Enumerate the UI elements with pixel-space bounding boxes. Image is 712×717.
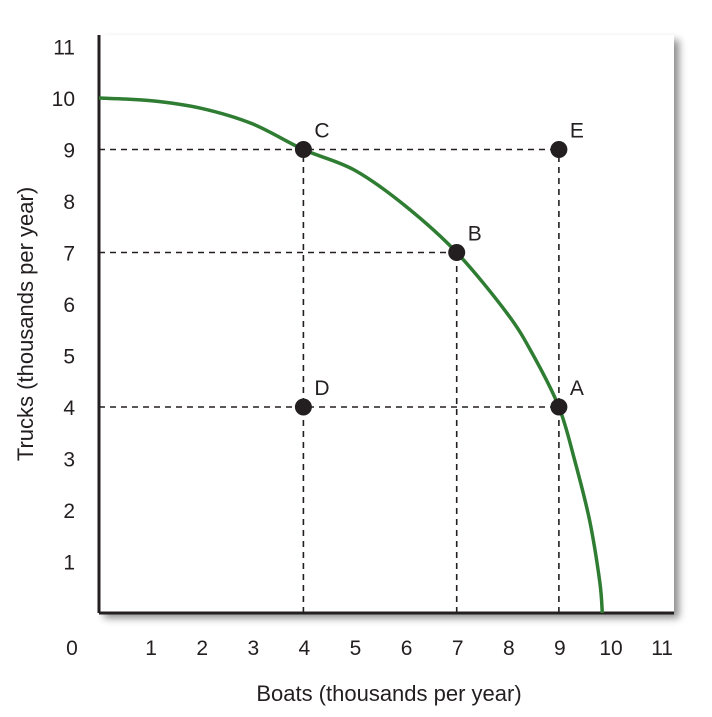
y-tick-label-6: 6 [63,294,75,317]
x-tick-label-3: 3 [247,637,259,660]
x-tick-label-10: 10 [599,637,622,660]
y-tick-label-8: 8 [63,191,75,214]
origin-label: 0 [66,637,78,660]
y-tick-label-7: 7 [63,243,75,266]
y-tick-label-2: 2 [63,500,75,523]
y-tick-labels: 1 2 3 4 5 6 7 8 9 10 11 [52,37,76,575]
point-c [294,141,312,158]
x-tick-label-6: 6 [401,637,413,660]
point-label-b: B [468,223,482,246]
point-label-e: E [570,120,584,143]
point-label-d: D [314,377,329,400]
point-label-c: C [314,120,329,143]
x-tick-label-7: 7 [452,637,464,660]
y-tick-label-11: 11 [53,37,75,60]
y-tick-label-1: 1 [63,552,75,575]
x-tick-label-1: 1 [145,637,157,660]
points: A B C D E [294,120,584,416]
point-b [448,244,466,261]
dashed-guides [99,148,560,613]
point-label-a: A [570,377,584,400]
x-tick-label-8: 8 [503,637,515,660]
y-tick-label-5: 5 [63,346,75,369]
y-axis-title: Trucks (thousands per year) [13,187,38,461]
y-tick-label-3: 3 [63,449,75,472]
plot-area [99,35,674,613]
axes [97,35,674,615]
point-a [550,398,568,416]
x-tick-label-2: 2 [196,637,208,660]
x-tick-label-9: 9 [554,637,566,660]
point-e [550,141,568,158]
x-tick-label-5: 5 [350,637,362,660]
point-d [294,398,312,416]
y-tick-label-10: 10 [52,88,75,111]
y-tick-label-4: 4 [63,397,75,420]
y-tick-label-9: 9 [63,140,75,163]
x-tick-label-4: 4 [299,637,311,660]
x-tick-label-11: 11 [651,637,673,660]
x-axis-title: Boats (thousands per year) [256,681,521,706]
x-tick-labels: 1 2 3 4 5 6 7 8 9 10 11 [145,637,673,660]
